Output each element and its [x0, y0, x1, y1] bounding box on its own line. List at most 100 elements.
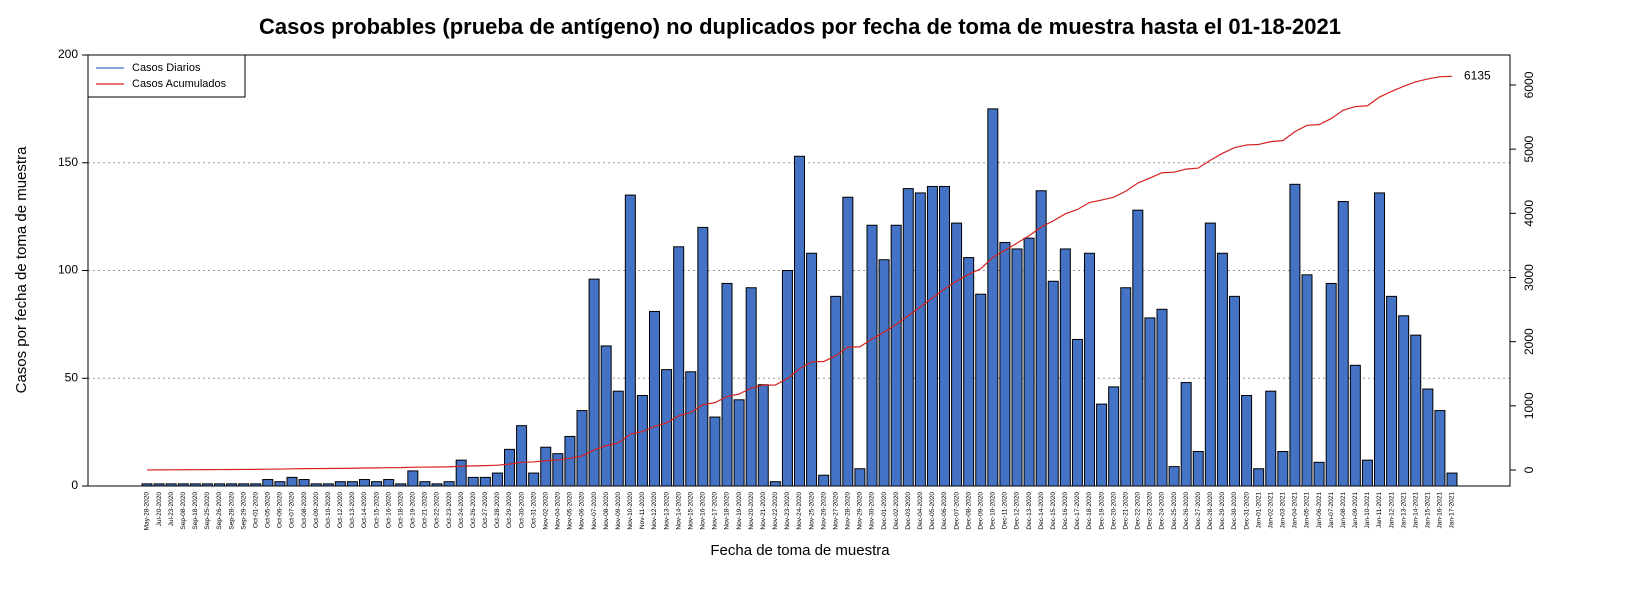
bar: [286, 476, 298, 487]
bar: [612, 390, 624, 487]
x-tick-label: Oct-21-2020: [422, 492, 429, 529]
x-tick-label: Nov-10-2020: [627, 492, 634, 530]
x-tick-label: Oct-05-2020: [265, 492, 272, 529]
x-tick-label: Oct-16-2020: [385, 492, 392, 529]
bar: [528, 472, 540, 487]
x-tick-label: Oct-23-2020: [446, 492, 453, 529]
bar: [443, 481, 455, 487]
x-tick-label: Oct-31-2020: [530, 492, 537, 529]
bar: [794, 155, 805, 487]
bar: [298, 479, 310, 487]
bar: [1180, 382, 1192, 487]
bar: [757, 384, 769, 487]
bar: [371, 481, 383, 487]
bar: [1120, 287, 1132, 487]
legend-box: [87, 54, 246, 98]
bar: [455, 459, 467, 487]
x-tick-label: Oct-14-2020: [361, 492, 368, 529]
x-tick-label: Dec-23-2020: [1147, 492, 1154, 530]
bar: [963, 257, 975, 487]
x-tick-label: Nov-06-2020: [579, 492, 586, 530]
cumulative-line: [146, 75, 1453, 471]
end-value-label: 6135: [1464, 68, 1491, 82]
x-tick-label: Jan-02-2021: [1267, 492, 1274, 529]
bar: [1289, 183, 1301, 487]
x-tick-label: Oct-26-2020: [470, 492, 477, 529]
x-tick-label: Nov-28-2020: [845, 492, 852, 530]
plot-frame: [87, 54, 1511, 487]
bar: [1035, 190, 1047, 487]
x-tick-label: Dec-10-2020: [990, 492, 997, 530]
x-tick-label: Nov-24-2020: [796, 492, 803, 530]
bar: [890, 224, 902, 487]
x-tick-label: Jan-16-2021: [1437, 492, 1444, 529]
bar: [383, 479, 395, 487]
bar: [467, 476, 479, 487]
bar: [866, 224, 878, 487]
x-tick-label: Oct-12-2020: [337, 492, 344, 529]
bar: [1192, 451, 1204, 487]
bar: [600, 345, 612, 487]
bar: [359, 479, 370, 487]
x-tick-label: Dec-27-2020: [1195, 492, 1202, 530]
y2-tick-label: 2000: [1522, 328, 1536, 355]
x-tick-label: Jan-03-2021: [1280, 492, 1287, 529]
bar: [1216, 252, 1228, 487]
x-tick-label: Sep-29-2020: [240, 492, 247, 530]
y-tick-label: 100: [58, 263, 78, 277]
x-tick-label: Oct-08-2020: [301, 492, 308, 529]
x-tick-label: Nov-29-2020: [857, 492, 864, 530]
bar: [346, 481, 358, 487]
bar: [1047, 280, 1059, 487]
bar: [914, 192, 926, 487]
x-tick-label: Nov-16-2020: [700, 492, 707, 530]
x-tick-label: Dec-19-2020: [1098, 492, 1105, 530]
x-tick-label: Nov-17-2020: [712, 492, 719, 530]
x-tick-label: Oct-29-2020: [506, 492, 513, 529]
bar: [951, 222, 963, 487]
bar: [334, 481, 346, 487]
x-tick-label: Oct-24-2020: [458, 492, 465, 529]
x-tick-label: Nov-11-2020: [639, 492, 646, 529]
x-tick-label: Dec-09-2020: [977, 492, 984, 530]
bar: [1301, 274, 1313, 487]
x-tick-label: Dec-05-2020: [929, 492, 936, 530]
bar: [661, 369, 673, 487]
x-tick-label: Oct-30-2020: [518, 492, 525, 529]
x-tick-label: Nov-23-2020: [784, 492, 791, 530]
y-tick-label: 200: [58, 47, 78, 61]
bar: [1410, 334, 1422, 487]
x-tick-label: Jan-06-2021: [1316, 492, 1323, 529]
y2-tick-label: 6000: [1522, 71, 1536, 98]
x-tick-label: Dec-03-2020: [905, 492, 912, 530]
chart-title: Casos probables (prueba de antígeno) no …: [259, 14, 1341, 39]
bar: [1059, 248, 1071, 487]
bar: [419, 481, 431, 487]
x-tick-label: Oct-15-2020: [373, 492, 380, 529]
x-tick-label: May-28-2020: [144, 492, 151, 531]
y-axis-label: Casos por fecha de toma de muestra: [13, 146, 30, 393]
bar: [1313, 461, 1325, 487]
bar: [552, 453, 564, 487]
x-tick-label: Oct-07-2020: [289, 492, 296, 529]
y2-tick-label: 0: [1522, 466, 1536, 473]
bar: [407, 470, 419, 487]
x-tick-label: Dec-22-2020: [1135, 492, 1142, 530]
x-tick-label: Nov-27-2020: [832, 492, 839, 530]
legend-label: Casos Diarios: [132, 62, 201, 74]
bar: [673, 246, 685, 487]
x-tick-label: Dec-20-2020: [1110, 492, 1117, 530]
x-tick-label: Dec-16-2020: [1062, 492, 1069, 530]
bar: [769, 481, 781, 487]
x-tick-label: Nov-19-2020: [736, 492, 743, 530]
x-tick-label: Dec-02-2020: [893, 492, 900, 530]
x-tick-label: Jan-17-2021: [1449, 492, 1456, 529]
x-tick-label: Sep-28-2020: [228, 492, 235, 530]
x-tick-label: Oct-28-2020: [494, 492, 501, 529]
bar: [588, 278, 600, 487]
x-tick-label: Oct-06-2020: [277, 492, 284, 529]
bar: [842, 196, 854, 487]
x-tick-label: Oct-18-2020: [397, 492, 404, 529]
bar: [878, 259, 890, 487]
